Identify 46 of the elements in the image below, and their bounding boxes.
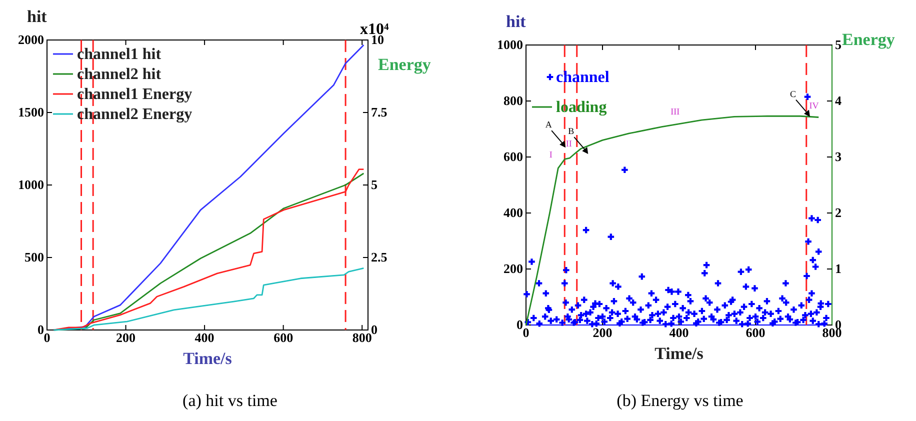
- x-tick-label: 200: [116, 330, 136, 346]
- y2-tick-label: 3: [835, 149, 842, 164]
- legend-label: channel2 Energy: [77, 106, 192, 123]
- x-tick-label: 200: [592, 325, 612, 340]
- y-tick-label: 400: [504, 205, 523, 220]
- annotation: C: [790, 88, 796, 99]
- y2-tick-label: 2.5: [371, 250, 388, 265]
- y2-tick-label: 5: [835, 37, 842, 52]
- line-series: [52, 268, 364, 331]
- annotation: A: [545, 120, 552, 130]
- y2-tick-label: 4: [835, 93, 842, 108]
- y-tick-label: 600: [504, 149, 523, 164]
- y2-tick-label: 5: [371, 177, 378, 192]
- annotation: IV: [809, 100, 820, 110]
- x-axis-title: Time/s: [654, 344, 704, 363]
- y-tick-label: 500: [24, 250, 44, 265]
- x-axis-title: Time/s: [183, 349, 232, 368]
- y2-axis-title: Energy: [378, 55, 432, 74]
- legend-label: channel1 hit: [77, 46, 162, 63]
- annotation: III: [670, 106, 680, 116]
- x-tick-label: 600: [274, 330, 294, 346]
- y2-axis-title: Energy: [842, 30, 896, 49]
- y-tick-label: 200: [504, 261, 523, 276]
- x-tick-label: 400: [669, 325, 689, 340]
- y-tick-label: 1500: [18, 104, 44, 120]
- y-tick-label: 1000: [497, 37, 523, 52]
- y-axis-title: hit: [27, 7, 48, 26]
- legend-label: channel1 Energy: [77, 86, 192, 103]
- text: (b) Energy vs time: [616, 391, 744, 410]
- legend-label: loading: [556, 99, 607, 116]
- y-tick-label: 2000: [18, 32, 44, 48]
- annotation: B: [568, 126, 574, 136]
- y2-tick-label: 7.5: [371, 104, 388, 120]
- x-tick-label: 400: [194, 330, 214, 346]
- legend-label: channel2 hit: [77, 66, 162, 83]
- annotation: I: [549, 149, 552, 160]
- x-tick-label: 600: [746, 325, 766, 340]
- x-tick-label: 800: [352, 330, 372, 346]
- y-tick-label: 800: [504, 93, 523, 108]
- y-tick-label: 1000: [18, 177, 44, 192]
- annotation: II: [566, 138, 572, 149]
- legend-label: channel: [556, 69, 610, 86]
- y-axis-title: hit: [506, 12, 526, 31]
- text: (a) hit vs time: [182, 391, 278, 410]
- y2-tick-label: 1: [835, 261, 842, 276]
- y2-tick-label: 2: [835, 205, 842, 220]
